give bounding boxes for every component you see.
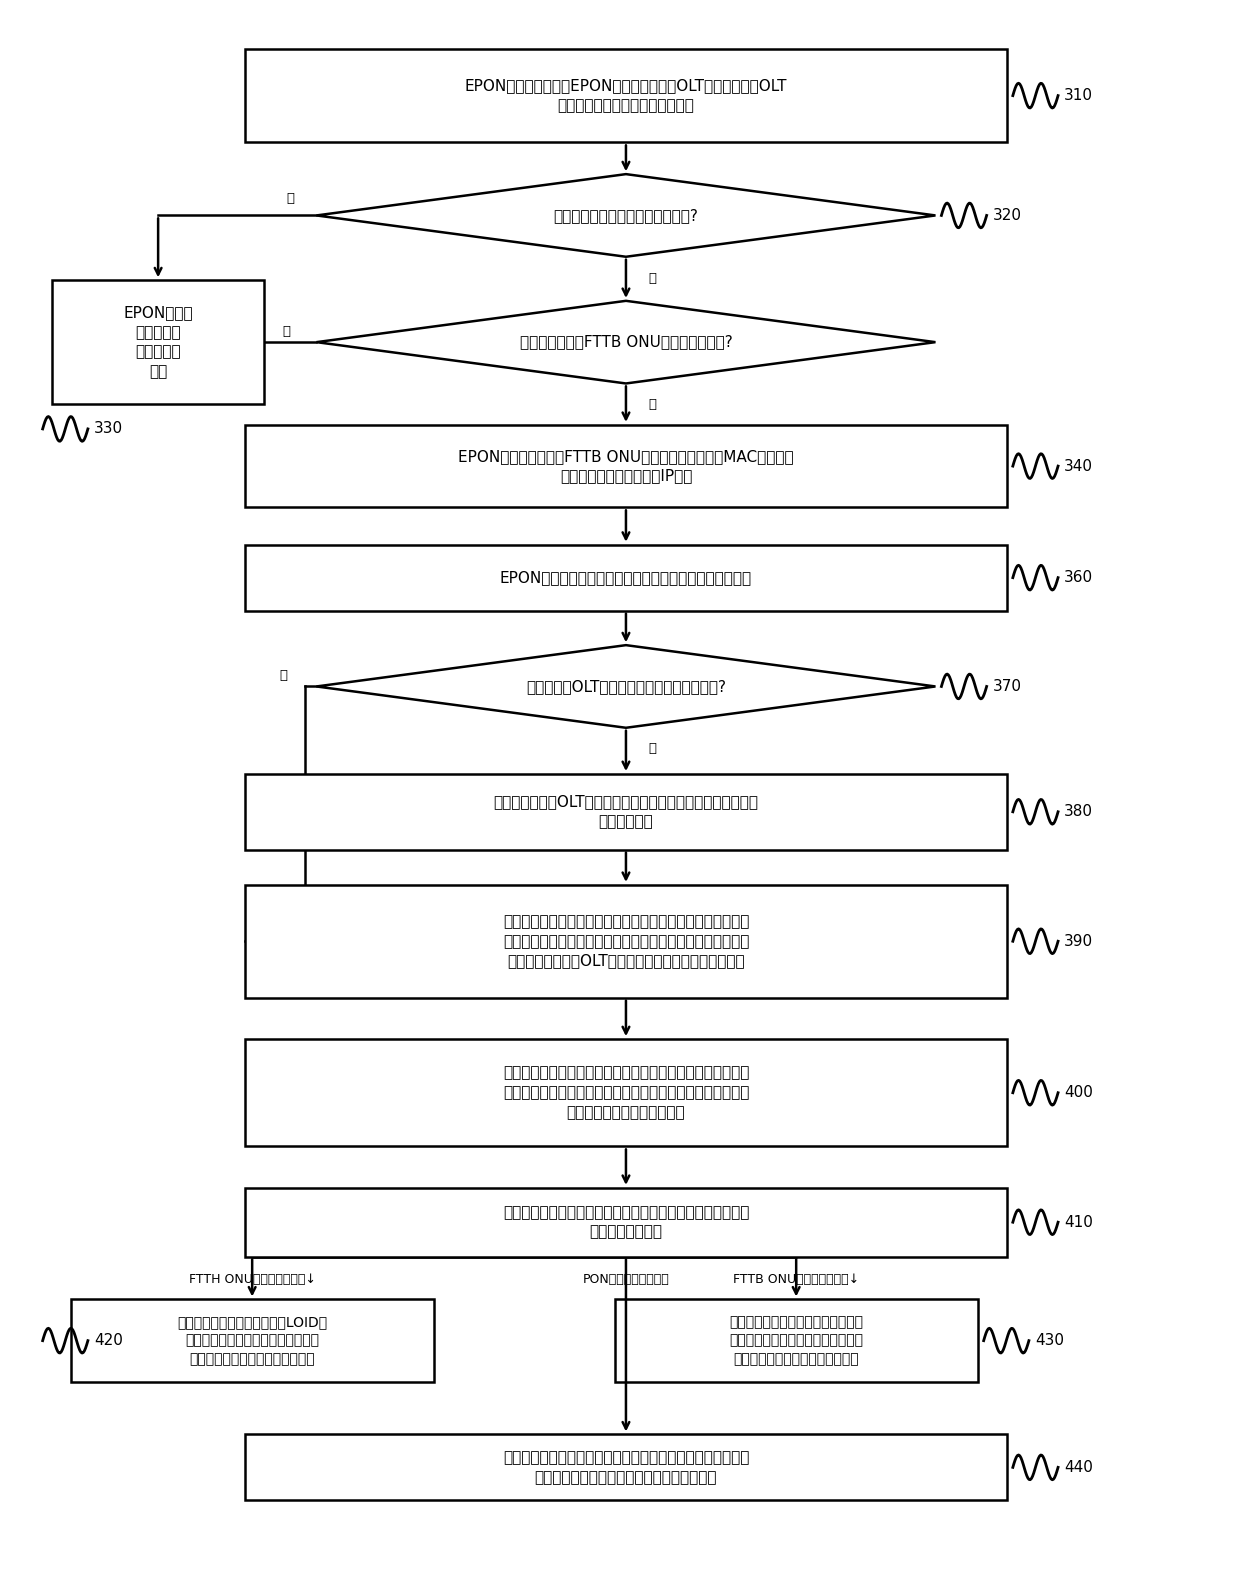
FancyBboxPatch shape (246, 1434, 1007, 1500)
Text: 380: 380 (1064, 804, 1092, 820)
Text: 440: 440 (1064, 1459, 1092, 1475)
Polygon shape (316, 301, 935, 384)
Text: 采集告警信息为FTTB ONU故障的告警信息?: 采集告警信息为FTTB ONU故障的告警信息? (520, 335, 733, 349)
Text: PON口故障的告警信息: PON口故障的告警信息 (583, 1273, 670, 1286)
Text: 330: 330 (94, 422, 123, 436)
Text: 根据分光器的派单策略，获取LOID对
应的维修人员终端用户标识向相应的
维修人员终端进行派单并短信通知: 根据分光器的派单策略，获取LOID对 应的维修人员终端用户标识向相应的 维修人员… (177, 1316, 327, 1366)
Text: 310: 310 (1064, 88, 1092, 104)
FancyBboxPatch shape (615, 1300, 977, 1382)
Text: 是: 是 (649, 398, 656, 411)
Text: 390: 390 (1064, 933, 1094, 949)
Text: 第一服务调度子系统生成故障工单并派发给相应部门以进行故
障处理，接收相关部门反馈的故障处理进度信息并存储，以网
络层故障级别对该OLT设备及其板卡故障的处理进行: 第一服务调度子系统生成故障工单并派发给相应部门以进行故 障处理，接收相关部门反馈… (502, 914, 749, 968)
Polygon shape (316, 645, 935, 727)
Text: 根据局向策略，向故障位置关联信息
中局向信息对应的分支局进行派单，
并对同一故障的用户中告进行拦截: 根据局向策略，向故障位置关联信息 中局向信息对应的分支局进行派单， 并对同一故障… (729, 1316, 863, 1366)
Text: FTTH ONU故障的告警信息↓: FTTH ONU故障的告警信息↓ (188, 1273, 316, 1286)
FancyBboxPatch shape (246, 545, 1007, 611)
Text: 第二服务调度子系统根据其它告警信息的内容，识别该其它告
警信息的具体类型: 第二服务调度子系统根据其它告警信息的内容，识别该其它告 警信息的具体类型 (502, 1204, 749, 1240)
Text: 是: 是 (286, 192, 294, 206)
Text: 综合告警系统从资源管理系统中获取该故障位置标识信息对应
的故障位置关联信息，将该其它告警信息及其故障位置关联信
息发送给第二服务调度子系统: 综合告警系统从资源管理系统中获取该故障位置标识信息对应 的故障位置关联信息，将该… (502, 1066, 749, 1121)
FancyBboxPatch shape (246, 774, 1007, 850)
FancyBboxPatch shape (246, 49, 1007, 143)
FancyBboxPatch shape (246, 1039, 1007, 1146)
FancyBboxPatch shape (246, 425, 1007, 507)
Text: 否: 否 (283, 324, 290, 338)
Text: 400: 400 (1064, 1084, 1092, 1100)
Text: 410: 410 (1064, 1215, 1092, 1229)
Polygon shape (316, 175, 935, 257)
Text: 420: 420 (94, 1333, 123, 1349)
Text: 采集到的告警信息为停电告警信息?: 采集到的告警信息为停电告警信息? (553, 208, 698, 224)
Text: 320: 320 (992, 208, 1022, 224)
Text: 根据局向策略，向故障位置关联信息中局向信息对应的分支局
进行派单，并对同一故障的用户申告进行拦截: 根据局向策略，向故障位置关联信息中局向信息对应的分支局 进行派单，并对同一故障的… (502, 1450, 749, 1484)
Text: EPON综合网管系统向综合告警系统上报该非停电告警信息: EPON综合网管系统向综合告警系统上报该非停电告警信息 (500, 570, 751, 586)
Text: 340: 340 (1064, 458, 1092, 474)
FancyBboxPatch shape (52, 280, 264, 405)
Text: 告警信息为OLT设备及其板卡故障的告警信息?: 告警信息为OLT设备及其板卡故障的告警信息? (526, 678, 725, 694)
Text: FTTB ONU故障的告警信息↓: FTTB ONU故障的告警信息↓ (733, 1273, 859, 1286)
Text: 430: 430 (1035, 1333, 1064, 1349)
Text: 综合告警系统将OLT设备及其板卡故障的告警信息发送给第一服
务调度子系统: 综合告警系统将OLT设备及其板卡故障的告警信息发送给第一服 务调度子系统 (494, 795, 759, 829)
Text: EPON综合网管系统从EPON中各光线路终端OLT设备上采集该OLT
设备及其下行网络设备的告警信息: EPON综合网管系统从EPON中各光线路终端OLT设备上采集该OLT 设备及其下… (465, 79, 787, 113)
Text: EPON综合网
管系统屏蔽
该停电告警
信息: EPON综合网 管系统屏蔽 该停电告警 信息 (123, 305, 193, 379)
FancyBboxPatch shape (246, 1188, 1007, 1256)
Text: 否: 否 (649, 272, 656, 285)
FancyBboxPatch shape (246, 885, 1007, 998)
Text: EPON综合网管系统将FTTB ONU故障的告警信息中的MAC地址转换
为对应关系信息中相应的IP地址: EPON综合网管系统将FTTB ONU故障的告警信息中的MAC地址转换 为对应关… (458, 449, 794, 483)
Text: 370: 370 (992, 678, 1022, 694)
FancyBboxPatch shape (71, 1300, 434, 1382)
Text: 是: 是 (649, 741, 656, 756)
Text: 否: 否 (279, 669, 288, 682)
Text: 360: 360 (1064, 570, 1094, 586)
